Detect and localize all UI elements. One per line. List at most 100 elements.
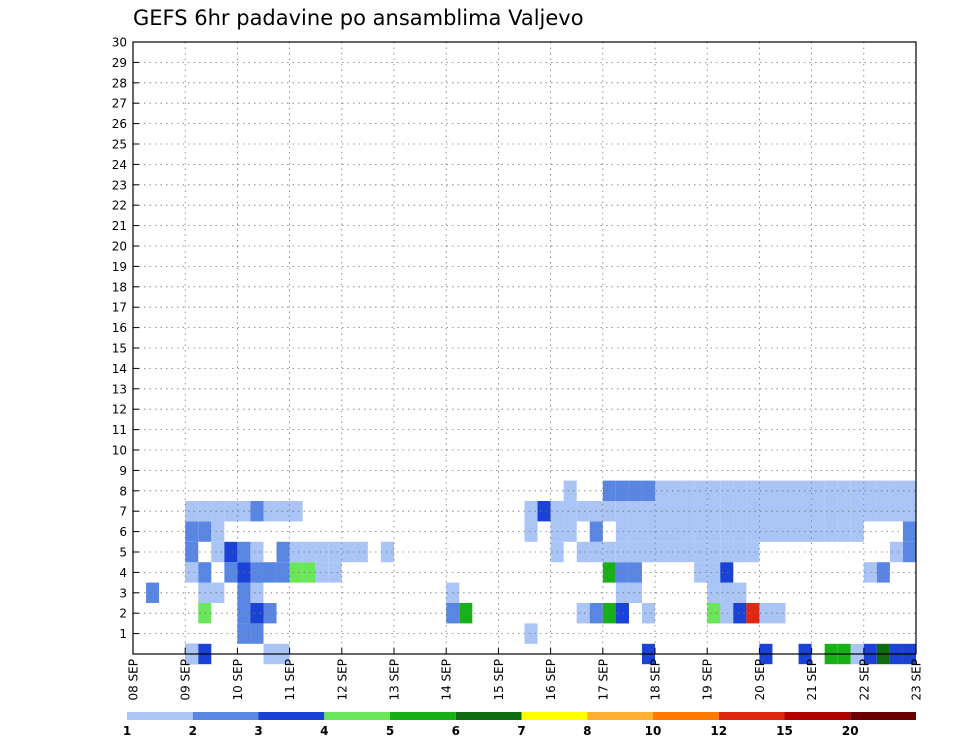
heatmap-cell	[328, 562, 342, 583]
y-tick-label: 11	[112, 423, 127, 437]
heatmap-cell	[850, 480, 864, 501]
heatmap-cell	[707, 603, 721, 624]
heatmap-cell	[250, 603, 264, 624]
heatmap-cell	[720, 582, 734, 603]
x-tick-label: 08 SEP	[127, 659, 141, 701]
heatmap-cell	[837, 521, 851, 542]
x-tick-label: 15 SEP	[492, 659, 506, 701]
heatmap-cell	[733, 582, 747, 603]
heatmap-cell	[707, 541, 721, 563]
heatmap-cell	[263, 562, 277, 583]
x-tick-label: 10 SEP	[231, 659, 245, 701]
legend-swatch	[653, 712, 719, 720]
heatmap-cell	[641, 501, 655, 522]
x-tick-label: 23 SEP	[910, 659, 924, 701]
heatmap-cell	[746, 501, 760, 522]
y-tick-label: 16	[112, 321, 127, 335]
heatmap-cell	[837, 480, 851, 501]
legend-swatch	[127, 712, 193, 720]
heatmap-cell	[459, 603, 473, 624]
heatmap-cell	[681, 521, 695, 542]
x-tick-label: 20 SEP	[753, 659, 767, 701]
heatmap-cell	[850, 521, 864, 542]
y-tick-label: 15	[112, 342, 127, 356]
heatmap-cell	[668, 521, 682, 542]
legend-swatch	[718, 712, 785, 720]
heatmap-cell	[602, 501, 616, 522]
heatmap-cell	[772, 480, 786, 501]
heatmap-cell	[315, 562, 329, 583]
heatmap-cell	[746, 603, 760, 624]
legend-swatch	[390, 712, 456, 720]
legend-label: 15	[776, 724, 793, 738]
heatmap-cell	[250, 623, 264, 644]
chart-title: GEFS 6hr padavine po ansamblima Valjevo	[133, 6, 584, 30]
heatmap-cell	[733, 603, 747, 624]
heatmap-cell	[850, 501, 864, 522]
x-tick-label: 18 SEP	[649, 659, 663, 701]
heatmap-cell	[707, 521, 721, 542]
y-tick-label: 27	[112, 97, 127, 111]
x-tick-label: 21 SEP	[805, 659, 819, 701]
heatmap-cell	[824, 480, 838, 501]
y-tick-label: 28	[112, 76, 127, 90]
heatmap-cell	[276, 541, 290, 563]
y-tick-label: 6	[119, 525, 127, 539]
heatmap-cell	[576, 501, 590, 522]
grid-lines	[133, 42, 916, 654]
heatmap-cell	[641, 541, 655, 563]
y-tick-label: 14	[112, 362, 127, 376]
x-tick-label: 11 SEP	[283, 659, 297, 701]
y-tick-label: 10	[112, 444, 127, 458]
heatmap-cell	[615, 480, 629, 501]
heatmap-cell	[681, 480, 695, 501]
legend-swatch	[784, 712, 851, 720]
heatmap-cell	[289, 501, 303, 522]
heatmap-cell	[772, 501, 786, 522]
heatmap-cell	[615, 562, 629, 583]
y-tick-label: 22	[112, 199, 127, 213]
y-tick-label: 29	[112, 56, 127, 70]
legend-label: 4	[320, 724, 328, 738]
heatmap-cell	[720, 480, 734, 501]
heatmap-cell	[641, 521, 655, 542]
x-tick-label: 19 SEP	[701, 659, 715, 701]
heatmap-cell	[876, 480, 890, 501]
heatmap-cell	[563, 521, 577, 542]
heatmap-cell	[733, 480, 747, 501]
heatmap-cell	[185, 562, 199, 583]
legend-label: 1	[123, 724, 131, 738]
y-tick-label: 3	[119, 586, 127, 600]
heatmap-cell	[563, 480, 577, 501]
heatmap-cell	[720, 541, 734, 563]
x-tick-label: 13 SEP	[388, 659, 402, 701]
heatmap-cell	[811, 480, 825, 501]
heatmap-cell	[185, 501, 199, 522]
y-axis: 1234567891011121314151617181920212223242…	[112, 36, 139, 641]
y-tick-label: 19	[112, 260, 127, 274]
heatmap-cell	[628, 480, 642, 501]
heatmap-cell	[720, 521, 734, 542]
heatmap-cell	[615, 521, 629, 542]
heatmap-cell	[289, 562, 303, 583]
x-tick-label: 16 SEP	[544, 659, 558, 701]
heatmap-cell	[615, 582, 629, 603]
heatmap-cell	[876, 562, 890, 583]
heatmap-cell	[211, 521, 225, 542]
legend-label: 8	[583, 724, 591, 738]
heatmap-cell	[720, 562, 734, 583]
heatmap-cell	[276, 562, 290, 583]
heatmap-cell	[772, 521, 786, 542]
x-tick-label: 09 SEP	[179, 659, 193, 701]
legend-swatch	[192, 712, 259, 720]
heatmap-cell	[707, 480, 721, 501]
heatmap-cell	[720, 603, 734, 624]
legend-swatch	[587, 712, 653, 720]
heatmap-cells	[146, 480, 916, 665]
heatmap-cell	[628, 501, 642, 522]
y-tick-label: 23	[112, 178, 127, 192]
heatmap-cell	[746, 521, 760, 542]
heatmap-cell	[707, 562, 721, 583]
heatmap-cell	[889, 541, 903, 563]
heatmap-cell	[707, 582, 721, 603]
